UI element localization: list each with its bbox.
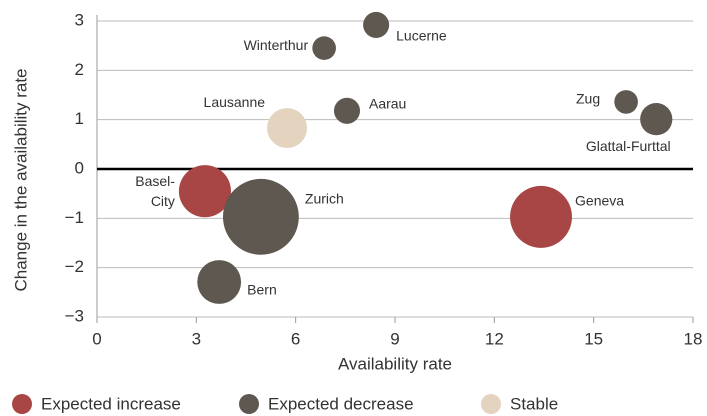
x-axis-label: Availability rate xyxy=(338,354,452,373)
point-label: Zug xyxy=(576,91,600,107)
x-tick-label: 15 xyxy=(584,329,603,348)
bubble xyxy=(363,11,390,38)
bubble xyxy=(333,97,361,124)
y-tick-label: −3 xyxy=(65,306,84,325)
legend-label: Expected decrease xyxy=(268,394,414,413)
bubble xyxy=(640,103,673,136)
y-tick-label: 3 xyxy=(75,10,84,29)
y-tick-label: 0 xyxy=(75,158,84,177)
point-label: Glattal-Furttal xyxy=(586,138,671,154)
legend-swatch xyxy=(481,394,501,414)
point-label: Bern xyxy=(247,282,277,298)
x-tick-label: 12 xyxy=(485,329,504,348)
y-axis-label: Change in the availability rate xyxy=(11,68,30,291)
point-label: Lausanne xyxy=(204,94,266,110)
y-tick-label: −2 xyxy=(65,257,84,276)
bubble xyxy=(510,185,572,248)
point-label: Basel-City xyxy=(135,173,175,210)
legend-swatch xyxy=(239,394,259,414)
bubble xyxy=(312,36,336,60)
legend-swatch xyxy=(12,394,32,414)
bubble xyxy=(267,108,308,149)
point-label: Zurich xyxy=(305,191,344,207)
x-tick-label: 0 xyxy=(92,329,101,348)
bubble xyxy=(178,165,232,218)
x-tick-label: 6 xyxy=(291,329,300,348)
point-label-box: Basel-City xyxy=(135,173,175,210)
bubble xyxy=(197,260,242,304)
point-label: Geneva xyxy=(575,193,624,209)
point-label: Lucerne xyxy=(396,28,447,44)
y-tick-label: −1 xyxy=(65,208,84,227)
y-tick-label: 1 xyxy=(75,109,84,128)
y-tick-label: 2 xyxy=(75,60,84,79)
legend-label: Expected increase xyxy=(41,394,181,413)
bubble xyxy=(614,90,638,114)
x-tick-label: 9 xyxy=(390,329,399,348)
x-tick-label: 18 xyxy=(684,329,703,348)
legend-label: Stable xyxy=(510,394,558,413)
point-label: Winterthur xyxy=(244,37,309,53)
bubble xyxy=(222,178,299,255)
point-label: Aarau xyxy=(369,95,406,111)
x-tick-label: 3 xyxy=(192,329,201,348)
